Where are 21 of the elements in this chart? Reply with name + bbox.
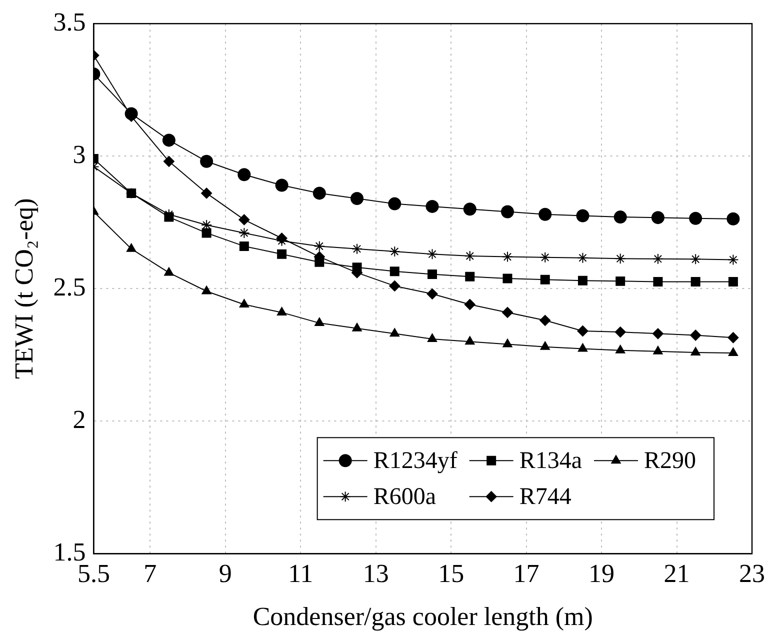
y-axis-title: TEWI (t CO₂-eq)	[9, 198, 38, 380]
y-tick-label: 3.5	[53, 7, 86, 36]
legend-label: R1234yf	[373, 448, 458, 474]
x-tick-label: 21	[664, 559, 690, 588]
x-axis-title: Condenser/gas cooler length (m)	[252, 602, 593, 632]
legend-label: R290	[644, 448, 696, 474]
legend-label: R600a	[373, 484, 436, 510]
y-tick-label: 2.5	[53, 272, 86, 302]
legend-label: R134a	[519, 448, 582, 474]
y-tick-label: 2	[72, 404, 86, 434]
y-tick-label: 3	[72, 140, 86, 169]
x-tick-label: 15	[438, 559, 464, 588]
x-tick-label: 13	[362, 559, 389, 588]
x-tick-label: 11	[288, 559, 314, 588]
y-tick-label: 1.5	[53, 537, 86, 566]
x-tick-label: 23	[739, 559, 765, 588]
x-tick-label: 9	[218, 559, 232, 588]
x-tick-label: 19	[588, 559, 615, 588]
x-tick-label: 7	[144, 559, 157, 588]
x-tick-label: 17	[513, 559, 540, 588]
legend-label: R744	[519, 484, 572, 510]
